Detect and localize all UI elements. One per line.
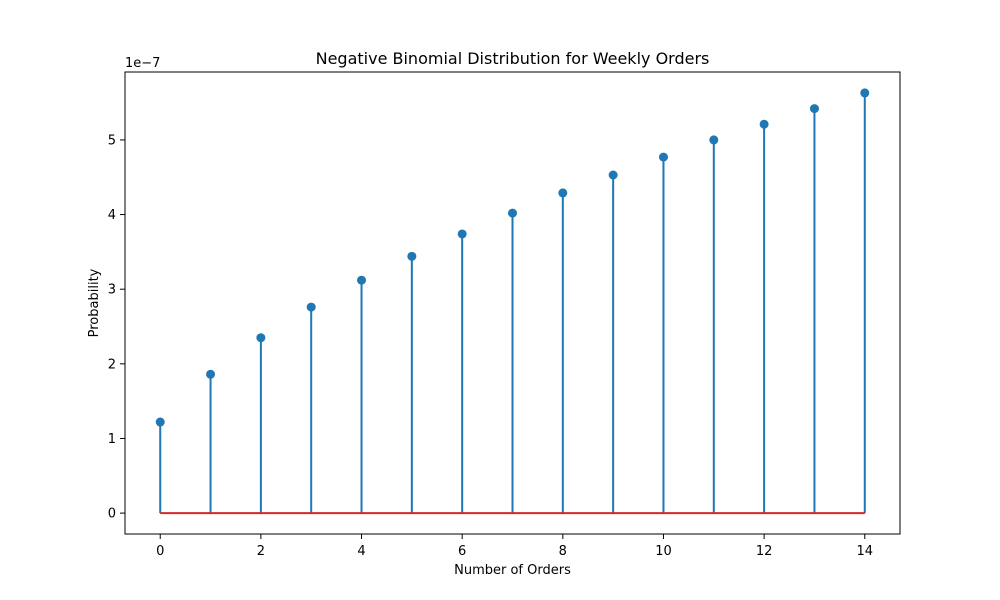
stem-marker (256, 333, 266, 343)
plot-frame (124, 71, 901, 535)
x-tick-label: 12 (756, 544, 773, 559)
stem-marker (357, 275, 367, 285)
stem-marker (155, 417, 165, 427)
x-tick-label: 14 (856, 544, 873, 559)
y-offset-label: 1e−7 (125, 56, 160, 71)
y-tick-label: 0 (108, 507, 116, 522)
y-tick-label: 2 (108, 357, 116, 372)
stem-marker (457, 229, 467, 239)
y-tick-label: 4 (108, 208, 116, 223)
stem-marker (759, 119, 769, 129)
stem-marker (860, 88, 870, 98)
stem-marker (407, 251, 417, 261)
x-tick-label: 10 (655, 544, 672, 559)
y-axis-label: Probability (87, 268, 102, 337)
x-tick-label: 4 (357, 544, 365, 559)
x-axis-ticks: 0 2 4 6 8 10 12 14 (156, 534, 873, 559)
x-axis-label: Number of Orders (454, 563, 571, 578)
x-tick-label: 2 (257, 544, 265, 559)
chart-marks (155, 88, 870, 515)
y-tick-label: 5 (108, 133, 116, 148)
chart-title: Negative Binomial Distribution for Weekl… (316, 49, 710, 68)
stem-marker (709, 135, 719, 145)
stem-marker (608, 170, 618, 180)
x-tick-label: 6 (458, 544, 466, 559)
y-tick-label: 3 (108, 283, 116, 298)
stem-marker (508, 208, 517, 218)
stem-marker (206, 369, 216, 379)
y-axis-ticks: 0 1 2 3 4 5 (108, 133, 125, 522)
x-tick-label: 0 (156, 544, 164, 559)
stem-marker (558, 188, 568, 198)
stem-marker (306, 302, 316, 312)
stem-marker (658, 152, 668, 162)
x-tick-label: 8 (559, 544, 567, 559)
y-tick-label: 1 (108, 432, 116, 447)
stem-marker (809, 104, 819, 114)
